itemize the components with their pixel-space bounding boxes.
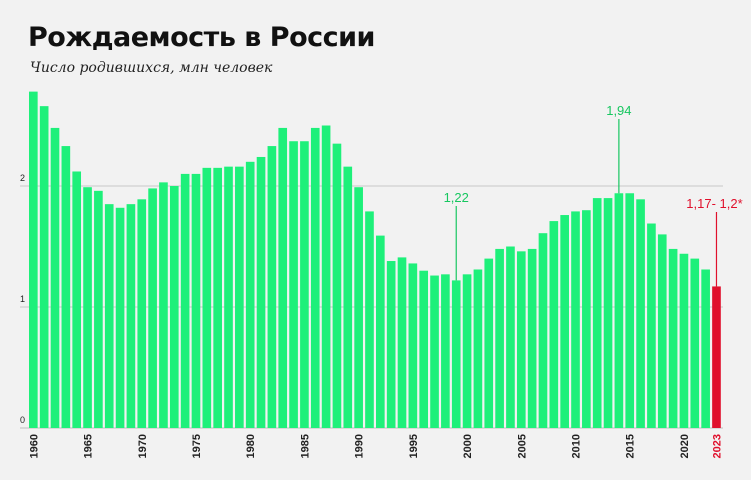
bar [289, 141, 298, 429]
bar [484, 258, 494, 428]
bar [224, 166, 233, 428]
bar-highlight [712, 286, 721, 428]
bar [657, 234, 667, 428]
x-tick-label: 2020 [679, 434, 691, 458]
bar [245, 161, 255, 429]
x-tick-label: 2015 [625, 434, 637, 458]
bar [636, 199, 645, 428]
chart-title: Рождаемость в России [28, 22, 375, 53]
bar [527, 248, 537, 428]
bar [582, 210, 591, 428]
bar [267, 146, 277, 428]
bar [278, 127, 288, 429]
bar [668, 248, 678, 428]
bar [300, 141, 309, 429]
bar [549, 221, 559, 428]
bar [603, 198, 613, 428]
bar [191, 173, 201, 428]
bar [376, 235, 385, 428]
bar [235, 166, 244, 428]
x-tick-label: 1980 [245, 434, 257, 458]
bar [397, 257, 407, 428]
x-tick-label: 1965 [83, 434, 95, 458]
bar [332, 143, 342, 428]
y-tick-label: 2 [20, 173, 25, 183]
bar [495, 248, 504, 428]
bar [159, 182, 168, 428]
bar [365, 211, 374, 428]
bar [408, 263, 418, 428]
bar [310, 127, 320, 429]
x-tick-label: 1995 [408, 434, 420, 458]
bar [29, 91, 38, 429]
bar [419, 270, 429, 428]
bar [213, 167, 222, 428]
bar [625, 193, 635, 428]
bar [462, 274, 472, 428]
bar [560, 215, 569, 428]
bar [83, 187, 92, 428]
bar [148, 188, 157, 428]
bar [256, 156, 266, 428]
bar [571, 211, 580, 428]
bar [679, 253, 689, 428]
chart-subtitle: Число родившихся, млн человек [30, 60, 273, 76]
bar [690, 258, 700, 428]
annotation-label: 1,94 [606, 103, 631, 118]
x-tick-label: 1985 [299, 434, 311, 458]
x-tick-label: 2010 [571, 434, 583, 458]
bar [169, 186, 179, 428]
x-tick-labels: 1960 1965 1970 1975 1980 1985 1990 1995 2000 2005… [28, 434, 723, 458]
bar [50, 127, 60, 429]
bar [202, 167, 212, 428]
bar [61, 146, 71, 428]
bar [614, 193, 624, 428]
x-tick-label: 1970 [137, 434, 149, 458]
annotation-label: 1,22 [444, 190, 469, 205]
bar [441, 274, 450, 428]
bar [115, 207, 125, 428]
annotation-label: 1,17- 1,2* [686, 196, 742, 211]
y-tick-label: 0 [20, 415, 25, 425]
x-tick-label: 1960 [28, 434, 40, 458]
bar [592, 198, 602, 428]
bar [386, 261, 396, 428]
bar [180, 173, 190, 428]
x-tick-label: 2005 [516, 434, 528, 458]
bar [647, 223, 656, 428]
x-tick-label: 2000 [462, 434, 474, 458]
bar [516, 251, 526, 428]
bars [29, 91, 721, 429]
bar [538, 233, 548, 428]
bar [451, 280, 461, 428]
annotations: 1,22 1,94 1,17- 1,2* [444, 103, 743, 287]
y-tick-labels: 0 1 2 [20, 173, 25, 425]
x-tick-label: 1990 [354, 434, 366, 458]
bar [343, 166, 353, 428]
y-tick-label: 1 [20, 294, 25, 304]
bar [506, 246, 515, 428]
bar [430, 275, 439, 428]
bar [321, 125, 331, 428]
bar [701, 269, 710, 428]
bar [39, 106, 49, 428]
bar [354, 187, 363, 428]
bar [104, 204, 114, 428]
bar [72, 171, 82, 429]
bar [473, 269, 483, 428]
bar [126, 204, 136, 428]
bar [137, 199, 147, 428]
x-tick-label: 2023 [711, 434, 723, 458]
bar [94, 190, 103, 428]
x-tick-label: 1975 [191, 434, 203, 458]
